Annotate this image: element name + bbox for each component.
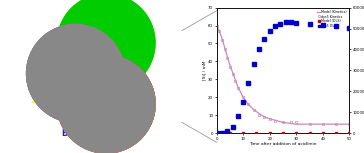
Circle shape xyxy=(57,0,155,92)
Text: Biochemistry: Biochemistry xyxy=(61,129,120,138)
Text: Biomineralisation: Biomineralisation xyxy=(32,29,70,106)
Circle shape xyxy=(27,24,124,122)
Circle shape xyxy=(57,0,155,92)
Text: Materials
Chemistry: Materials Chemistry xyxy=(94,24,135,37)
Circle shape xyxy=(57,55,155,153)
Circle shape xyxy=(27,24,124,122)
Circle shape xyxy=(57,55,155,153)
Legend: Model (Kinetics), dys5 Kinetics, Model (DLS), dys5 DLS: Model (Kinetics), dys5 Kinetics, Model (… xyxy=(316,9,348,28)
X-axis label: Time after addition of acid/min: Time after addition of acid/min xyxy=(249,142,317,146)
Y-axis label: [Si] / mM: [Si] / mM xyxy=(203,61,207,80)
Circle shape xyxy=(57,55,155,153)
Circle shape xyxy=(27,24,124,122)
Circle shape xyxy=(57,55,155,153)
